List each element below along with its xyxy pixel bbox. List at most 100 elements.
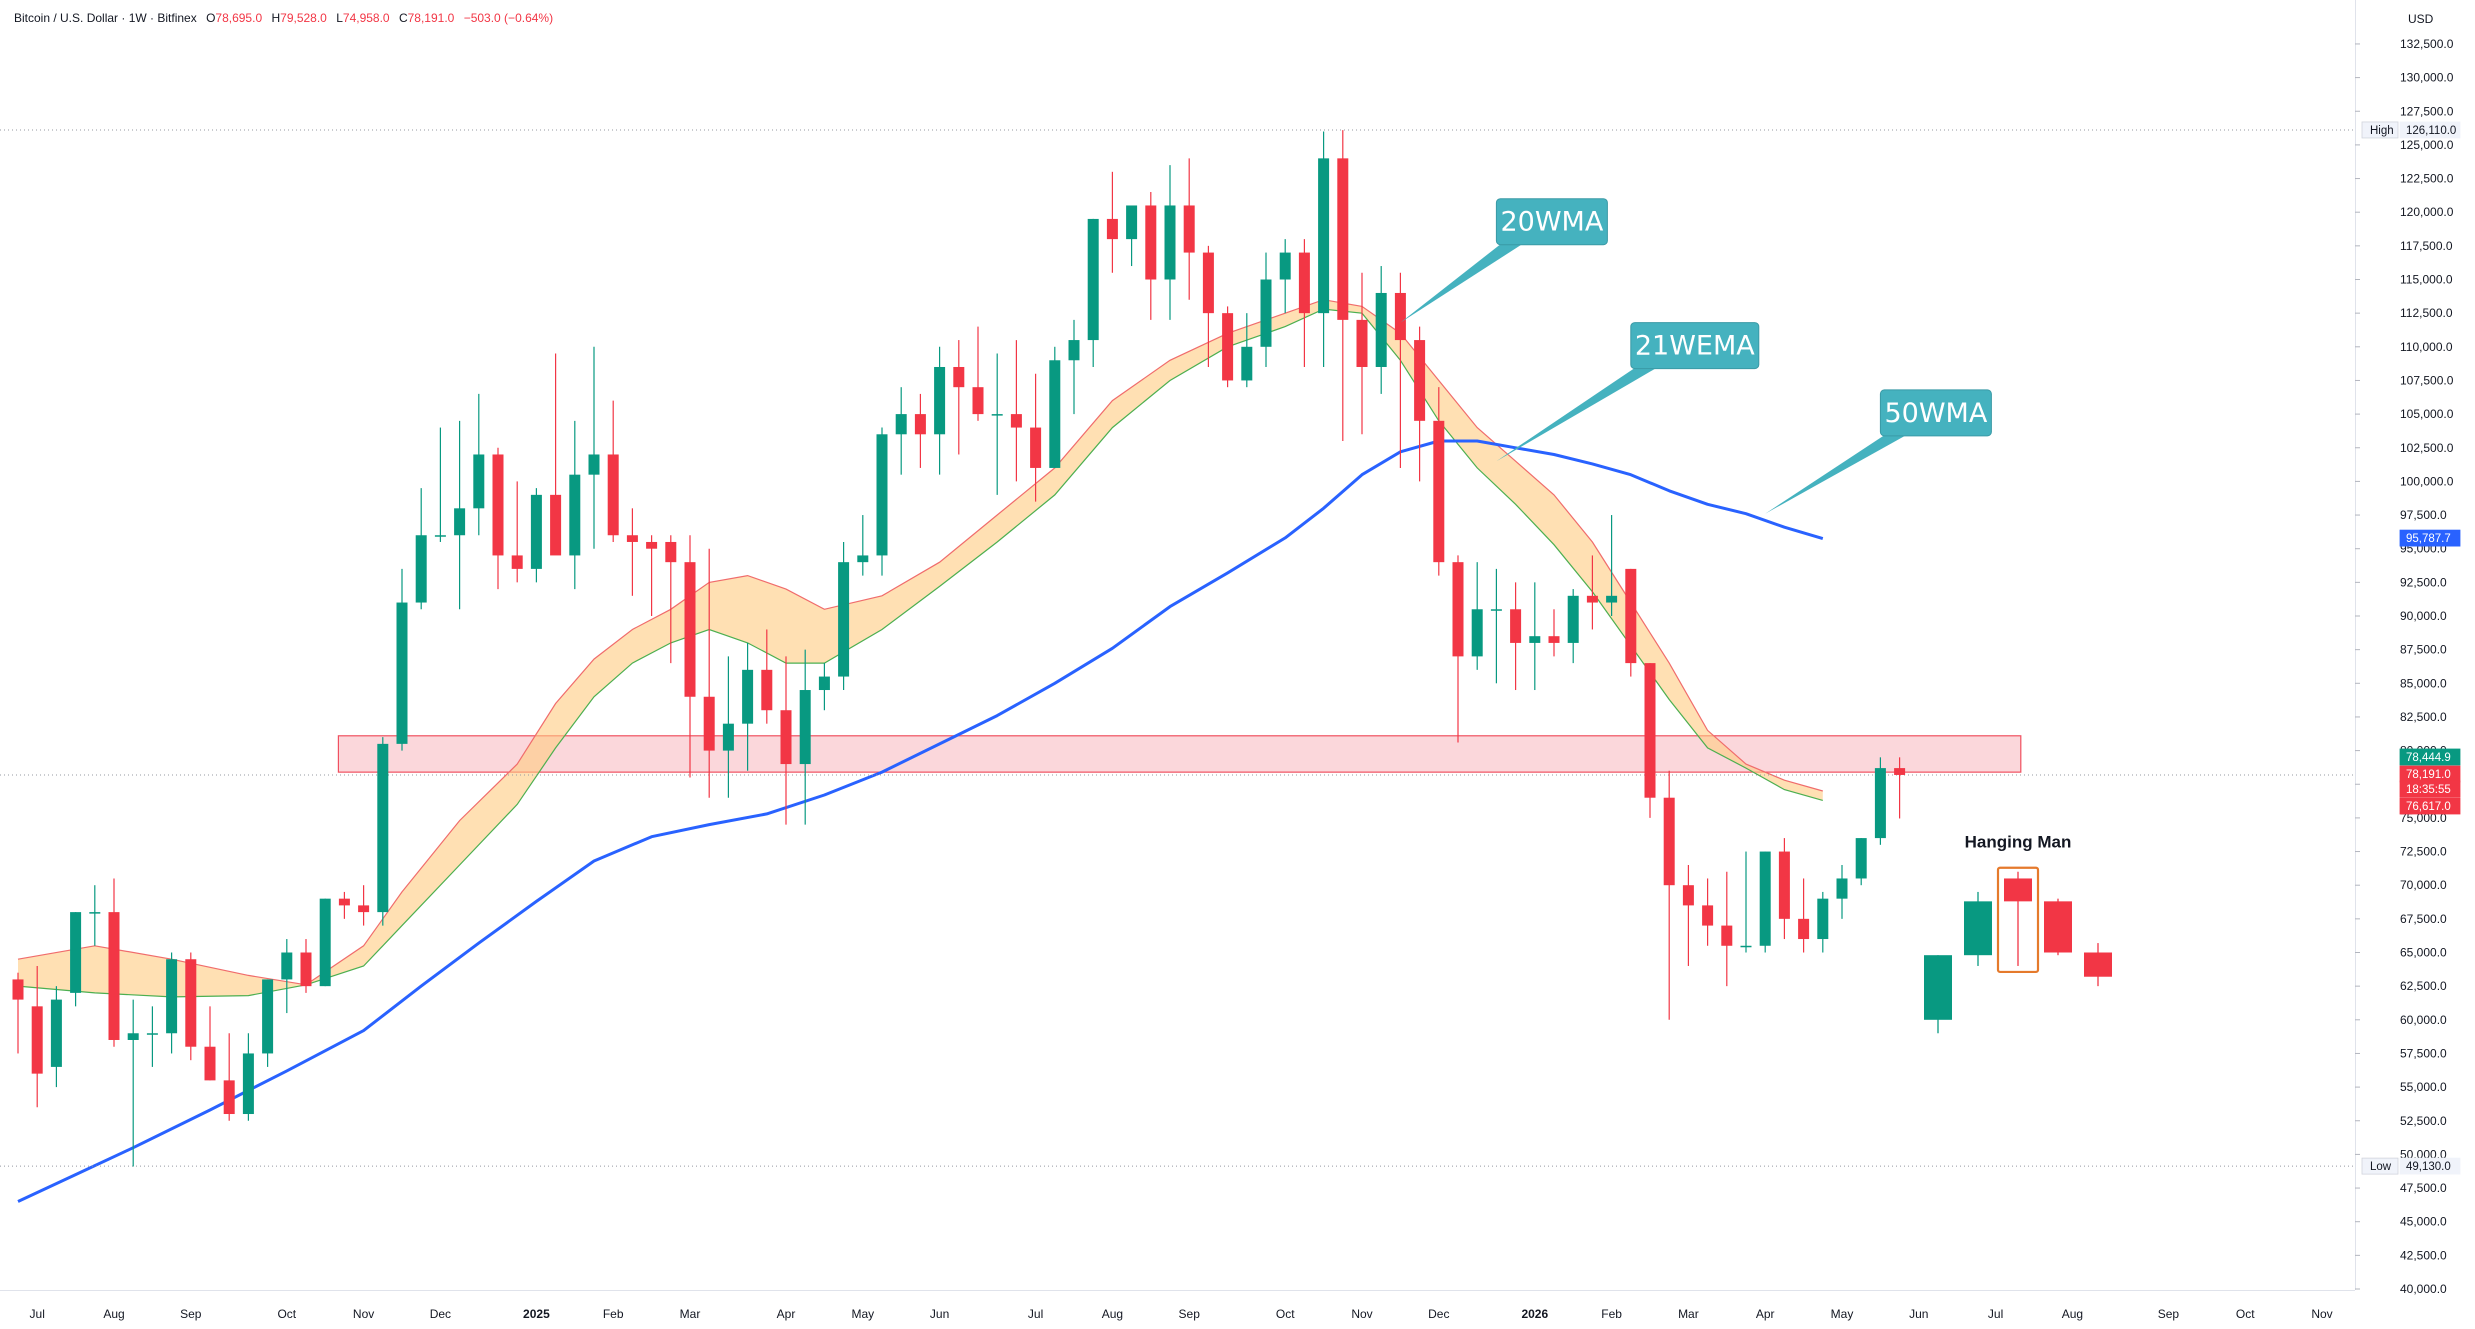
candle[interactable] <box>530 488 542 583</box>
candle[interactable] <box>223 1033 235 1121</box>
candle[interactable] <box>1414 326 1426 482</box>
candle[interactable] <box>742 642 754 771</box>
candle[interactable] <box>914 393 926 468</box>
candle[interactable] <box>953 340 965 455</box>
candle[interactable] <box>1548 609 1560 657</box>
candle[interactable] <box>934 346 946 475</box>
candle[interactable] <box>1183 158 1195 300</box>
candle[interactable] <box>1241 313 1253 388</box>
candle[interactable] <box>319 898 331 987</box>
candle[interactable] <box>1625 568 1637 677</box>
candle[interactable] <box>300 939 312 993</box>
candle[interactable] <box>166 952 178 1054</box>
candle[interactable] <box>1356 272 1368 435</box>
candle[interactable] <box>1394 272 1406 468</box>
candle[interactable] <box>569 420 581 590</box>
candle[interactable] <box>607 400 619 542</box>
candle[interactable] <box>1318 131 1330 367</box>
candle[interactable] <box>70 912 82 1007</box>
candle[interactable] <box>895 387 907 475</box>
candle[interactable] <box>1721 871 1733 987</box>
candle[interactable] <box>857 515 869 576</box>
candle[interactable] <box>1740 851 1752 953</box>
candle[interactable] <box>1126 205 1138 267</box>
candle[interactable] <box>1068 319 1080 415</box>
candle[interactable] <box>588 346 600 549</box>
candle[interactable] <box>185 952 197 1061</box>
candle[interactable] <box>1471 562 1483 670</box>
time-axis[interactable]: Jul Aug Sep Oct Nov Dec 2025 Feb Mar Apr May Jun Jul… <box>30 1307 2333 1321</box>
candle[interactable] <box>50 986 62 1088</box>
candle[interactable] <box>1702 878 1714 946</box>
candle[interactable] <box>358 885 370 926</box>
candle[interactable] <box>1452 555 1464 743</box>
candle[interactable] <box>242 1033 254 1121</box>
candle[interactable] <box>761 629 773 724</box>
candle[interactable] <box>1222 306 1234 388</box>
candle[interactable] <box>722 656 734 798</box>
candle[interactable] <box>1644 663 1656 818</box>
candle[interactable] <box>262 979 274 1067</box>
candle[interactable] <box>1433 387 1445 576</box>
candle[interactable] <box>972 326 984 421</box>
candle[interactable] <box>1682 865 1694 966</box>
candle[interactable] <box>415 488 427 610</box>
candle[interactable] <box>1586 555 1598 630</box>
candle[interactable] <box>1836 865 1848 919</box>
candle[interactable] <box>89 885 101 946</box>
candle[interactable] <box>799 649 811 825</box>
candle[interactable] <box>1798 878 1810 953</box>
candle[interactable] <box>550 353 562 556</box>
candle[interactable] <box>1606 515 1618 616</box>
candle[interactable] <box>665 535 677 664</box>
candle[interactable] <box>146 1006 158 1067</box>
candle[interactable] <box>1106 171 1118 273</box>
candle[interactable] <box>281 939 293 1014</box>
candle[interactable] <box>991 353 1003 495</box>
candle[interactable] <box>396 568 408 751</box>
candle[interactable] <box>511 481 523 583</box>
candle[interactable] <box>1663 770 1675 1020</box>
candle[interactable] <box>1260 252 1272 367</box>
candle[interactable] <box>838 541 850 691</box>
candle[interactable] <box>108 878 120 1047</box>
candle[interactable] <box>1529 582 1541 691</box>
candle[interactable] <box>1855 838 1867 886</box>
candle[interactable] <box>1145 192 1157 320</box>
candle[interactable] <box>1874 757 1886 845</box>
candle[interactable] <box>780 656 792 825</box>
candle[interactable] <box>1164 165 1176 320</box>
candle[interactable] <box>684 535 696 778</box>
candle[interactable] <box>31 965 43 1108</box>
candle[interactable] <box>1759 851 1771 953</box>
candle[interactable] <box>1894 757 1906 819</box>
candle[interactable] <box>876 427 888 576</box>
candle[interactable] <box>818 663 830 711</box>
candle[interactable] <box>1010 340 1022 482</box>
candle[interactable] <box>1817 891 1829 953</box>
candle[interactable] <box>1490 568 1502 684</box>
candle[interactable] <box>1030 373 1042 502</box>
candle[interactable] <box>204 1006 216 1081</box>
candle[interactable] <box>338 891 350 919</box>
candle[interactable] <box>1279 239 1291 314</box>
candle[interactable] <box>1510 582 1522 691</box>
candle[interactable] <box>473 393 485 536</box>
candle[interactable] <box>434 427 446 542</box>
candle[interactable] <box>1049 346 1061 468</box>
candle[interactable] <box>1337 130 1349 442</box>
candle[interactable] <box>492 447 504 590</box>
candle[interactable] <box>703 548 715 798</box>
candle[interactable] <box>1298 239 1310 367</box>
candle[interactable] <box>454 420 466 610</box>
price-axis[interactable]: USD40,000.042,500.045,000.047,500.050,00… <box>2355 12 2461 1296</box>
candle[interactable] <box>377 737 389 926</box>
candle[interactable] <box>646 535 658 616</box>
candle[interactable] <box>1375 266 1387 394</box>
candle[interactable] <box>1778 838 1790 940</box>
candle[interactable] <box>1567 589 1579 664</box>
candles-layer[interactable] <box>12 130 1906 1167</box>
candle[interactable] <box>626 508 638 596</box>
candle[interactable] <box>12 972 24 1054</box>
